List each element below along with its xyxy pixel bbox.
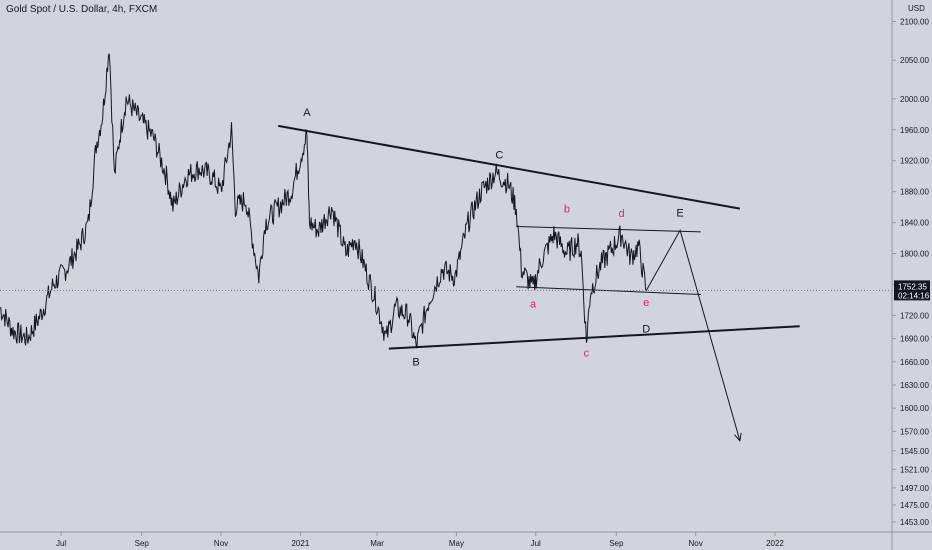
y-tick-label-11: 1660.00 xyxy=(900,358,929,367)
wave-label-e: e xyxy=(643,297,649,309)
wave-label-E: E xyxy=(676,207,683,219)
y-tick-label-4: 1920.00 xyxy=(900,157,929,166)
y-tick-label-15: 1545.00 xyxy=(900,447,929,456)
current-price-badge xyxy=(894,280,930,301)
y-tick-label-12: 1630.00 xyxy=(900,381,929,390)
wave-label-A: A xyxy=(303,107,311,119)
x-tick-label-7: Sep xyxy=(609,539,624,548)
y-tick-label-2: 2000.00 xyxy=(900,95,929,104)
x-tick-label-9: 2022 xyxy=(766,539,784,548)
inner-line-1 xyxy=(516,286,701,296)
x-tick-label-8: Nov xyxy=(689,539,703,548)
y-tick-label-3: 1960.00 xyxy=(900,126,929,135)
x-tick-label-4: Mar xyxy=(370,539,384,548)
y-tick-label-10: 1690.00 xyxy=(900,335,929,344)
inner-line-0 xyxy=(516,225,701,233)
y-tick-label-6: 1840.00 xyxy=(900,219,929,228)
x-tick-label-5: May xyxy=(449,539,464,548)
projection-path xyxy=(645,229,741,441)
y-tick-label-7: 1800.00 xyxy=(900,250,929,259)
current-price-countdown: 02:14:16 xyxy=(898,291,930,300)
wave-label-B: B xyxy=(412,357,419,369)
wave-label-c: c xyxy=(584,347,590,359)
x-tick-label-0: Jul xyxy=(56,539,66,548)
x-tick-label-6: Jul xyxy=(531,539,541,548)
y-tick-label-16: 1521.00 xyxy=(900,465,929,474)
currency-label: USD xyxy=(908,4,925,13)
wave-label-b: b xyxy=(564,204,570,216)
wave-label-d: d xyxy=(618,208,624,220)
chart-title: Gold Spot / U.S. Dollar, 4h, FXCM xyxy=(6,4,158,15)
x-tick-label-2: Nov xyxy=(214,539,228,548)
y-tick-label-1: 2050.00 xyxy=(900,56,929,65)
x-tick-label-1: Sep xyxy=(135,539,150,548)
price-series-line-0 xyxy=(0,53,647,349)
current-price-value: 1752.35 xyxy=(898,282,927,291)
y-tick-label-5: 1880.00 xyxy=(900,188,929,197)
y-tick-label-14: 1570.00 xyxy=(900,427,929,436)
wave-label-C: C xyxy=(495,149,503,161)
y-tick-label-17: 1497.00 xyxy=(900,484,929,493)
y-tick-label-9: 1720.00 xyxy=(900,311,929,320)
y-tick-label-0: 2100.00 xyxy=(900,17,929,26)
y-tick-label-13: 1600.00 xyxy=(900,404,929,413)
x-tick-label-3: 2021 xyxy=(291,539,309,548)
annotation-layer: A B C D Ea b c d e xyxy=(278,107,800,442)
y-tick-label-18: 1475.00 xyxy=(900,501,929,510)
y-tick-label-19: 1453.00 xyxy=(900,518,929,527)
projection-arrowhead xyxy=(734,432,742,442)
trend-line-1 xyxy=(388,325,800,350)
wave-label-a: a xyxy=(530,299,537,311)
price-series-layer xyxy=(0,53,647,349)
trend-line-0 xyxy=(278,124,741,210)
wave-label-D: D xyxy=(642,323,650,335)
